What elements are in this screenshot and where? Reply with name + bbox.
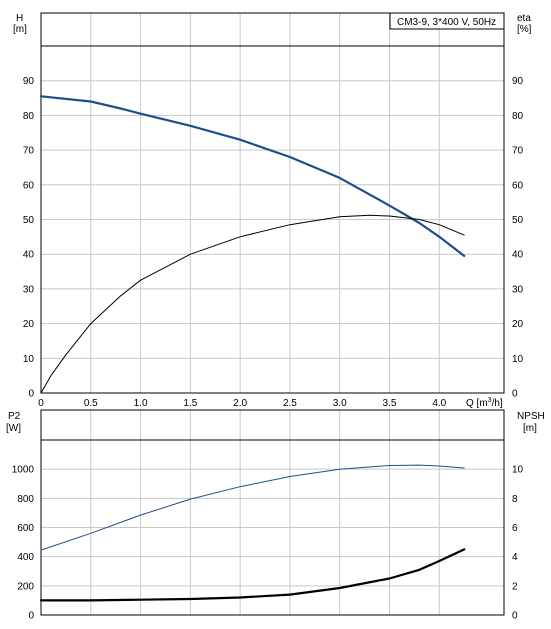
- npsh-curve: [39, 548, 466, 602]
- y-tick-label: 60: [23, 180, 35, 191]
- y-tick-label: 0: [28, 389, 34, 400]
- y-tick-label: 600: [17, 523, 34, 534]
- y-right-tick-label: 10: [512, 354, 524, 365]
- y-right-tick-label: 50: [512, 215, 524, 226]
- y-right-tick-label: 0: [512, 389, 518, 400]
- x-tick-label: 3.5: [383, 398, 397, 409]
- power-axis-label: P2: [8, 411, 21, 422]
- x-tick-label: 3.0: [333, 398, 347, 409]
- y-tick-label: 200: [17, 581, 34, 592]
- efficiency-axis-label: eta: [517, 13, 531, 24]
- top-chart-x-tick-labels: 0 0.5 1.0 1.5 2.0 2.5 3.0 3.5 4.0: [38, 398, 446, 409]
- x-tick-label: 2.0: [233, 398, 247, 409]
- y-right-tick-label: 20: [512, 319, 524, 330]
- x-tick-label: 0.5: [84, 398, 98, 409]
- y-tick-label: 90: [23, 76, 35, 87]
- y-tick-label: 30: [23, 284, 35, 295]
- y-tick-label: 50: [23, 215, 35, 226]
- power-axis-unit: [W]: [6, 423, 21, 434]
- y-tick-label: 1000: [12, 465, 35, 476]
- y-right-tick-label: 60: [512, 180, 524, 191]
- y-right-tick-label: 6: [512, 523, 518, 534]
- npsh-axis-unit: [m]: [523, 423, 537, 434]
- power-curve: [40, 464, 465, 551]
- bottom-chart-grid: [40, 410, 504, 616]
- x-tick-label: 1.5: [183, 398, 197, 409]
- y-right-tick-label: 30: [512, 284, 524, 295]
- x-tick-label: 4.0: [432, 398, 446, 409]
- x-tick-label: 2.5: [283, 398, 297, 409]
- x-tick-label: 0: [38, 398, 44, 409]
- top-chart-y-right-tick-labels: 0 10 20 30 40 50 60 70 80 90: [512, 76, 524, 399]
- top-chart-series: [39, 95, 466, 394]
- y-right-tick-label: 2: [512, 581, 518, 592]
- y-tick-label: 80: [23, 111, 35, 122]
- y-right-tick-label: 40: [512, 250, 524, 261]
- y-tick-label: 800: [17, 494, 34, 505]
- head-curve: [39, 95, 466, 257]
- y-tick-label: 70: [23, 146, 35, 157]
- y-tick-label: 400: [17, 552, 34, 563]
- efficiency-curve: [40, 214, 465, 394]
- top-chart-grid: [40, 13, 504, 394]
- head-axis-unit: [m]: [13, 24, 27, 35]
- y-right-tick-label: 8: [512, 494, 518, 505]
- y-right-tick-label: 4: [512, 552, 518, 563]
- y-tick-label: 0: [28, 611, 34, 622]
- y-tick-label: 10: [23, 354, 35, 365]
- bottom-chart-frame: [40, 409, 505, 616]
- chart-title: CM3-9, 3*400 V, 50Hz: [397, 17, 496, 28]
- top-chart-y-tick-labels: 0 10 20 30 40 50 60 70 80 90: [23, 76, 35, 399]
- y-right-tick-label: 0: [512, 611, 518, 622]
- efficiency-axis-unit: [%]: [517, 24, 532, 35]
- npsh-axis-label: NPSH: [517, 411, 545, 422]
- bottom-chart-y-tick-labels: 0 200 400 600 800 1000: [12, 465, 35, 622]
- y-right-tick-label: 70: [512, 146, 524, 157]
- y-right-tick-label: 80: [512, 111, 524, 122]
- top-chart-frame: [40, 12, 505, 394]
- chart-title-box: [389, 12, 505, 30]
- flow-axis-label: Q [m3/h]: [466, 397, 503, 409]
- y-right-tick-label: 10: [512, 465, 524, 476]
- bottom-chart-series: [39, 464, 466, 602]
- y-tick-label: 20: [23, 319, 35, 330]
- x-tick-label: 1.0: [134, 398, 148, 409]
- y-tick-label: 40: [23, 250, 35, 261]
- head-axis-label: H: [16, 13, 23, 24]
- bottom-chart-y-right-tick-labels: 0 2 4 6 8 10: [512, 465, 524, 622]
- y-right-tick-label: 90: [512, 76, 524, 87]
